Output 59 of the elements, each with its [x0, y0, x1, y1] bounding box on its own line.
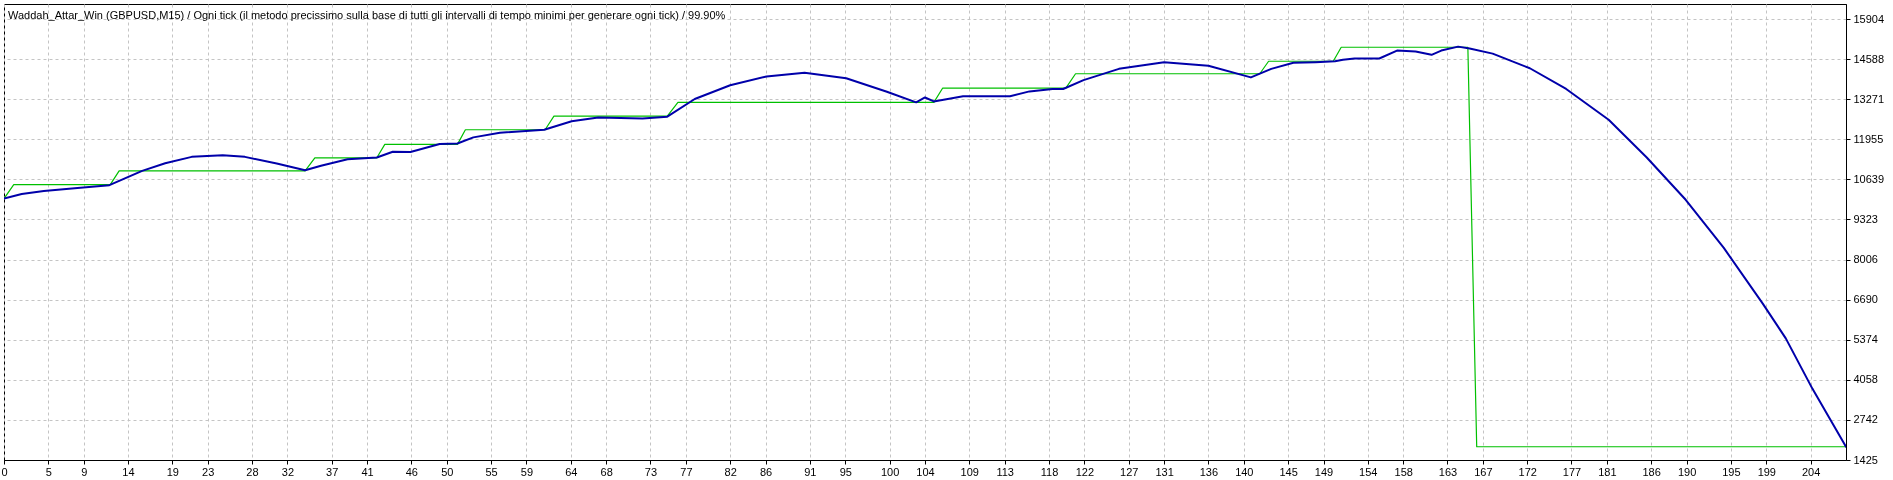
x-tick-label: 177: [1562, 465, 1582, 478]
x-tick-label: 91: [804, 465, 817, 478]
y-tick-label: 15904: [1853, 12, 1885, 25]
x-tick-label: 181: [1598, 465, 1617, 478]
y-tick-label: 10639: [1853, 172, 1885, 185]
x-tick-label: 140: [1235, 465, 1254, 478]
x-tick-label: 167: [1474, 465, 1493, 478]
x-tick-label: 82: [724, 465, 737, 478]
x-tick-label: 73: [644, 465, 658, 478]
x-tick-label: 118: [1040, 465, 1059, 478]
x-tick-label: 23: [202, 465, 215, 478]
x-tick-label: 46: [405, 465, 418, 478]
y-tick-label: 14588: [1853, 52, 1885, 65]
x-tick-label: 190: [1677, 465, 1697, 478]
x-tick-label: 55: [485, 465, 498, 478]
x-tick-label: 113: [996, 465, 1014, 478]
x-tick-label: 5: [45, 465, 52, 478]
x-tick-label: 149: [1314, 465, 1334, 478]
x-tick-label: 163: [1438, 465, 1458, 478]
x-tick-label: 64: [565, 465, 578, 478]
x-tick-label: 14: [122, 465, 135, 478]
x-tick-label: 9: [81, 465, 88, 478]
x-tick-label: 186: [1642, 465, 1661, 478]
y-tick-label: 11955: [1853, 132, 1884, 145]
x-tick-label: 172: [1518, 465, 1537, 478]
x-tick-label: 154: [1359, 465, 1378, 478]
y-tick-label: 5374: [1853, 333, 1878, 346]
x-tick-label: 122: [1075, 465, 1095, 478]
x-tick-label: 32: [281, 465, 295, 478]
x-tick-label: 158: [1394, 465, 1413, 478]
y-tick-label: 13271: [1853, 92, 1885, 105]
x-tick-label: 41: [361, 465, 374, 478]
x-tick-label: 77: [680, 465, 693, 478]
x-tick-label: 136: [1199, 465, 1219, 478]
x-tick-label: 37: [326, 465, 339, 478]
x-tick-label: 195: [1722, 465, 1741, 478]
x-tick-label: 86: [759, 465, 773, 478]
y-tick-label: 6690: [1853, 293, 1878, 306]
x-tick-label: 131: [1155, 465, 1174, 478]
x-tick-label: 50: [441, 465, 454, 478]
y-tick-label: 8006: [1853, 253, 1878, 266]
y-tick-label: 9323: [1853, 213, 1878, 225]
x-tick-label: 199: [1757, 465, 1776, 478]
x-tick-label: 145: [1279, 465, 1298, 478]
x-tick-label: 68: [600, 465, 613, 478]
x-tick-label: 109: [960, 465, 979, 478]
x-tick-label: 95: [839, 465, 852, 478]
x-tick-label: 104: [916, 465, 935, 478]
chart-title: Waddah_Attar_Win (GBPUSD,M15) / Ogni tick (il metodo precissimo sulla base di tutti gli intervalli di tempo minimi per generare ogni tick) / 99.90%: [8, 9, 726, 21]
x-tick-label: 59: [520, 465, 534, 478]
x-tick-label: 19: [166, 465, 179, 478]
x-tick-label: 28: [246, 465, 259, 478]
x-tick-label: 100: [880, 465, 900, 478]
y-tick-label: 2742: [1853, 413, 1878, 426]
y-tick-label: 4058: [1853, 373, 1878, 386]
x-tick-label: 0: [1, 465, 8, 478]
y-tick-label: 1425: [1853, 453, 1878, 466]
x-tick-label: 127: [1120, 465, 1139, 478]
x-tick-label: 204: [1801, 465, 1821, 478]
